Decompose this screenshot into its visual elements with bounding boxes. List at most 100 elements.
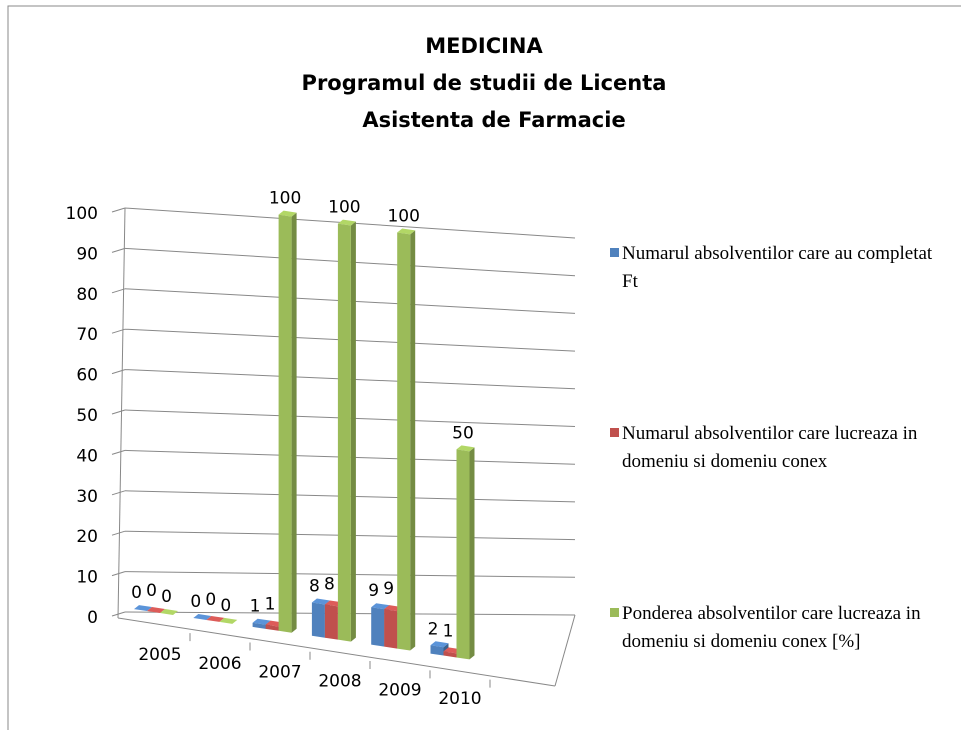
y-tick-label: 10 bbox=[76, 568, 98, 588]
y-tick-label: 40 bbox=[76, 446, 98, 466]
legend-swatch bbox=[610, 248, 619, 257]
y-tick-label: 70 bbox=[76, 325, 98, 345]
y-tick bbox=[111, 530, 126, 536]
legend-label: Ponderea absolventilor care lucreaza in … bbox=[622, 603, 921, 652]
bar bbox=[134, 605, 152, 612]
bar-top bbox=[278, 210, 297, 217]
y-tick bbox=[111, 611, 126, 617]
x-tick-label: 2008 bbox=[318, 671, 361, 691]
y-tick bbox=[111, 571, 126, 577]
y-axis bbox=[117, 207, 126, 619]
y-tick bbox=[111, 328, 126, 334]
bar-top bbox=[219, 617, 238, 624]
data-label: 100 bbox=[328, 198, 360, 218]
bar bbox=[219, 617, 238, 624]
bar-top bbox=[456, 445, 475, 452]
bar-side bbox=[410, 230, 416, 651]
bar bbox=[278, 210, 297, 633]
y-tick bbox=[111, 449, 126, 455]
bar-top bbox=[134, 605, 152, 612]
bar-front bbox=[337, 223, 351, 642]
bar-front bbox=[371, 607, 385, 647]
data-label: 100 bbox=[387, 206, 419, 226]
y-tick bbox=[111, 247, 126, 253]
y-tick bbox=[111, 288, 126, 294]
bar-front bbox=[397, 232, 411, 651]
bar-front bbox=[443, 651, 457, 658]
data-label: 0 bbox=[190, 592, 201, 612]
bar-top bbox=[160, 609, 178, 615]
data-label: 1 bbox=[443, 621, 454, 641]
bar bbox=[206, 615, 225, 622]
y-tick-label: 80 bbox=[76, 285, 98, 305]
y-tick-label: 100 bbox=[66, 204, 98, 224]
bar-top bbox=[397, 228, 416, 235]
data-label: 0 bbox=[220, 596, 231, 616]
bar bbox=[337, 219, 356, 642]
x-tick-label: 2007 bbox=[258, 663, 301, 683]
data-label: 0 bbox=[131, 583, 142, 603]
bar-side bbox=[469, 447, 475, 660]
data-label: 8 bbox=[324, 574, 335, 594]
legend-swatch bbox=[610, 428, 619, 437]
y-tick-label: 20 bbox=[76, 527, 98, 547]
bar-front bbox=[252, 622, 266, 629]
bar-top bbox=[206, 615, 225, 622]
x-axis bbox=[117, 617, 556, 687]
y-tick-label: 0 bbox=[87, 608, 98, 628]
data-label: 0 bbox=[161, 587, 172, 607]
x-tick-label: 2009 bbox=[378, 680, 421, 700]
bar-front bbox=[265, 624, 279, 631]
data-label: 0 bbox=[205, 590, 216, 610]
y-tick bbox=[111, 409, 126, 415]
data-label: 1 bbox=[250, 597, 261, 617]
bar-front bbox=[311, 602, 325, 638]
bar-front bbox=[324, 604, 338, 640]
chart-title: Programul de studii de Licenta bbox=[302, 71, 667, 95]
bar bbox=[160, 609, 178, 615]
data-label: 100 bbox=[269, 189, 301, 209]
bar-front bbox=[278, 214, 292, 633]
bar-front bbox=[384, 609, 398, 649]
legend-entry: Numarul absolventilor care au completat … bbox=[610, 240, 940, 296]
data-label: 8 bbox=[309, 576, 320, 596]
x-tick-label: 2005 bbox=[138, 645, 181, 665]
bar-top bbox=[430, 641, 449, 648]
y-tick bbox=[111, 369, 126, 375]
y-tick-label: 90 bbox=[76, 244, 98, 264]
y-tick-label: 30 bbox=[76, 487, 98, 507]
bar bbox=[456, 445, 475, 660]
bar-front bbox=[430, 645, 444, 656]
bar bbox=[397, 228, 416, 651]
data-label: 50 bbox=[452, 423, 474, 443]
legend-entry: Ponderea absolventilor care lucreaza in … bbox=[610, 600, 940, 656]
bar-top bbox=[147, 607, 165, 613]
bar-top bbox=[371, 603, 390, 610]
y-tick bbox=[111, 490, 126, 496]
bar bbox=[193, 613, 212, 620]
legend-label: Numarul absolventilor care au completat … bbox=[622, 243, 933, 292]
data-label: 9 bbox=[383, 579, 394, 599]
data-label: 2 bbox=[428, 619, 439, 639]
chart-frame bbox=[7, 5, 961, 730]
legend-swatch bbox=[610, 608, 619, 617]
legend-entry: Numarul absolventilor care lucreaza in d… bbox=[610, 420, 940, 476]
y-tick-label: 50 bbox=[76, 406, 98, 426]
y-tick bbox=[111, 207, 126, 213]
x-tick-label: 2006 bbox=[198, 654, 241, 674]
bar-top bbox=[193, 613, 212, 620]
data-label: 9 bbox=[368, 581, 379, 601]
bar bbox=[147, 607, 165, 613]
bar-side bbox=[350, 221, 356, 642]
y-tick-label: 60 bbox=[76, 366, 98, 386]
chart-title: MEDICINA bbox=[425, 34, 543, 58]
bar-side bbox=[291, 212, 297, 633]
x-tick-label: 2010 bbox=[438, 689, 481, 709]
chart-title: Asistenta de Farmacie bbox=[362, 108, 625, 132]
data-label: 0 bbox=[146, 581, 157, 601]
bar-top bbox=[311, 598, 330, 605]
bar-front bbox=[456, 449, 470, 660]
bar-top bbox=[252, 618, 271, 625]
